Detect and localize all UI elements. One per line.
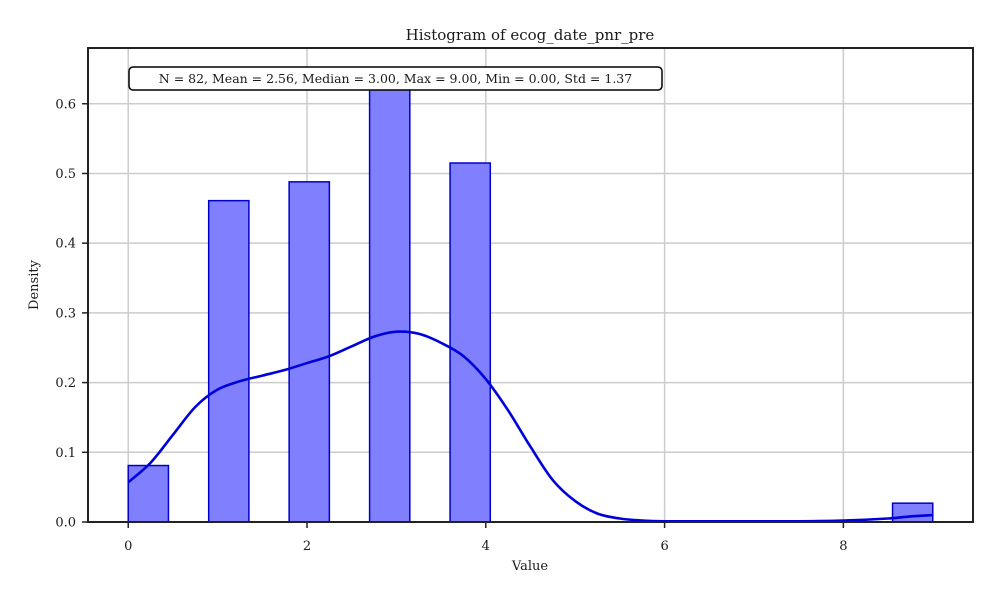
stats-box: [128, 66, 663, 91]
histogram-bar: [127, 464, 170, 523]
y-tick-label: 0.3: [55, 306, 76, 321]
y-axis-label: Density: [27, 259, 42, 310]
histogram-bars: [127, 86, 934, 523]
plot-frame: [87, 47, 974, 523]
x-tick-label: 8: [839, 539, 847, 554]
histogram-bar: [207, 199, 250, 523]
y-tick-label: 0.6: [55, 97, 76, 112]
y-tick-label: 0.0: [55, 516, 76, 531]
x-tick-label: 6: [660, 539, 668, 554]
x-tick-label: 2: [303, 539, 311, 554]
stats-text: N = 82, Mean = 2.56, Median = 3.00, Max …: [159, 71, 632, 86]
y-tick-label: 0.1: [55, 446, 76, 461]
histogram-bar: [449, 162, 492, 523]
y-tick-label: 0.2: [55, 376, 76, 391]
x-tick-label: 4: [482, 539, 490, 554]
stats-annotation: N = 82, Mean = 2.56, Median = 3.00, Max …: [128, 66, 663, 91]
y-tick-label: 0.5: [55, 167, 76, 182]
x-tick-label: 0: [124, 539, 132, 554]
histogram-bar: [368, 86, 411, 523]
histogram-bar: [288, 181, 331, 523]
x-axis-ticks: 0 2 4 6 8: [124, 522, 848, 554]
y-axis-ticks: 0.0 0.1 0.2 0.3 0.4 0.5 0.6: [55, 97, 88, 531]
x-axis-label: Value: [511, 559, 548, 574]
y-tick-label: 0.4: [55, 237, 76, 252]
histogram-bar: [891, 502, 934, 523]
chart-title: Histogram of ecog_date_pnr_pre: [406, 26, 655, 44]
